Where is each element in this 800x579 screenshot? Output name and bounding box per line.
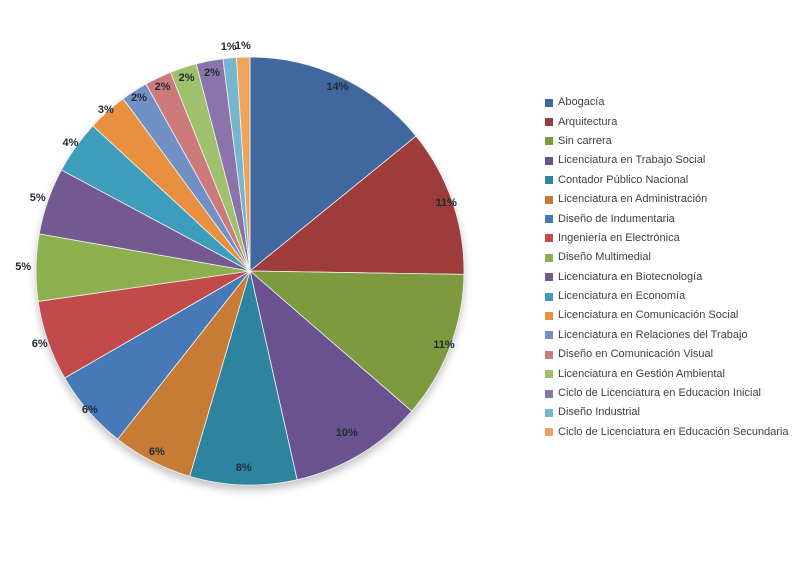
legend-color-swatch-icon — [545, 215, 553, 224]
legend-item: Ciclo de Licenciatura en Educación Secun… — [545, 423, 789, 442]
legend-label: Licenciatura en Biotecnología — [558, 270, 703, 283]
legend-label: Ingeniería en Electrónica — [558, 231, 680, 244]
legend-item: Licenciatura en Economía — [545, 287, 789, 306]
legend-item: Licenciatura en Gestión Ambiental — [545, 364, 789, 383]
legend-color-swatch-icon — [545, 118, 553, 127]
legend-color-swatch-icon — [545, 350, 553, 359]
legend-item: Diseño Multimedial — [545, 248, 789, 267]
legend-label: Ciclo de Licenciatura en Educación Secun… — [558, 425, 789, 438]
legend-label: Diseño de Indumentaria — [558, 212, 675, 225]
legend-color-swatch-icon — [545, 273, 553, 282]
legend-item: Ingeniería en Electrónica — [545, 229, 789, 248]
legend-color-swatch-icon — [545, 253, 553, 262]
pie-slice — [249, 56, 417, 272]
legend-label: Licenciatura en Economía — [558, 290, 686, 303]
legend-label: Licenciatura en Trabajo Social — [558, 154, 706, 167]
legend-color-swatch-icon — [545, 311, 553, 320]
legend-color-swatch-icon — [545, 98, 553, 107]
legend-color-swatch-icon — [545, 408, 553, 417]
legend-label: Diseño Industrial — [558, 406, 640, 419]
legend-label: Contador Público Nacional — [558, 173, 689, 186]
legend-item: Licenciatura en Administración — [545, 190, 789, 209]
legend-item: Diseño de Indumentaria — [545, 209, 789, 228]
legend-label: Arquitectura — [558, 115, 618, 128]
legend-label: Licenciatura en Gestión Ambiental — [558, 367, 725, 380]
legend-item: Licenciatura en Relaciones del Trabajo — [545, 326, 789, 345]
pie-slice — [189, 269, 298, 486]
legend-label: Licenciatura en Administración — [558, 193, 708, 206]
legend-color-swatch-icon — [545, 195, 553, 204]
legend-label: Licenciatura en Relaciones del Trabajo — [558, 328, 748, 341]
legend-item: Licenciatura en Trabajo Social — [545, 151, 789, 170]
legend-item: Abogacía — [545, 93, 789, 112]
pie-slice — [236, 56, 251, 272]
legend-color-swatch-icon — [545, 292, 553, 301]
legend-label: Diseño en Comunicación Visual — [558, 348, 714, 361]
legend-label: Diseño Multimedial — [558, 251, 651, 264]
legend-color-swatch-icon — [545, 156, 553, 165]
legend-item: Sin carrera — [545, 132, 789, 151]
legend: Abogacía Arquitectura Sin carrera Licenciat… — [545, 93, 789, 442]
pie-slice — [248, 270, 465, 412]
legend-item: Ciclo de Licenciatura en Educacion Inici… — [545, 384, 789, 403]
legend-label: Abogacía — [558, 96, 605, 109]
legend-label: Ciclo de Licenciatura en Educacion Inici… — [558, 387, 762, 400]
legend-label: Sin carrera — [558, 134, 612, 147]
legend-color-swatch-icon — [545, 370, 553, 379]
legend-color-swatch-icon — [545, 389, 553, 398]
pie-slice — [249, 269, 413, 481]
legend-color-swatch-icon — [545, 137, 553, 146]
legend-item: Diseño en Comunicación Visual — [545, 345, 789, 364]
pie-slice — [248, 135, 465, 275]
legend-color-swatch-icon — [545, 234, 553, 243]
legend-item: Contador Público Nacional — [545, 171, 789, 190]
legend-item: Diseño Industrial — [545, 403, 789, 422]
legend-item: Licenciatura en Biotecnología — [545, 268, 789, 287]
legend-color-swatch-icon — [545, 176, 553, 185]
legend-item: Arquitectura — [545, 112, 789, 131]
legend-label: Licenciatura en Comunicación Social — [558, 309, 739, 322]
legend-item: Licenciatura en Comunicación Social — [545, 306, 789, 325]
legend-color-swatch-icon — [545, 428, 553, 437]
legend-color-swatch-icon — [545, 331, 553, 340]
